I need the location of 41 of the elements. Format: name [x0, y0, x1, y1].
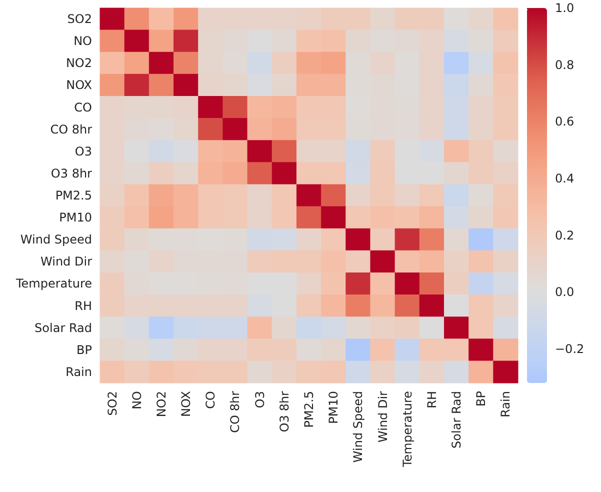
y-tick-label: BP — [76, 342, 92, 357]
x-tick-label: Wind Dir — [376, 390, 390, 442]
y-tick-label: NO2 — [66, 56, 92, 70]
x-tick-label: RH — [424, 391, 439, 408]
x-tick-label: Temperature — [400, 391, 414, 468]
color-bar-label: 0.8 — [555, 58, 574, 72]
color-bar-label: −0.2 — [555, 342, 584, 356]
x-tick-label: Rain — [498, 391, 513, 418]
x-tick-label: O3 — [252, 391, 267, 408]
y-tick-label: O3 — [74, 144, 92, 158]
x-tick-label: CO 8hr — [228, 390, 242, 433]
y-tick-label: PM2.5 — [55, 188, 92, 202]
y-tick-label: Wind Speed — [20, 232, 92, 247]
y-tick-label: O3 8hr — [50, 166, 92, 180]
y-tick-label: PM10 — [59, 210, 92, 225]
y-tick-label: NO — [74, 34, 92, 48]
y-tick-label: Temperature — [14, 276, 92, 291]
x-tick-label: PM10 — [326, 391, 341, 424]
x-tick-label: NOX — [179, 391, 194, 417]
x-tick-label: Solar Rad — [450, 391, 464, 448]
x-tick-label: CO — [204, 391, 218, 409]
y-tick-label: CO — [74, 100, 92, 114]
x-tick-label: SO2 — [105, 391, 120, 416]
x-tick-label: O3 8hr — [277, 390, 292, 432]
y-tick-label: Rain — [66, 364, 92, 379]
y-tick-label: CO 8hr — [50, 122, 92, 136]
color-bar-label: 1.0 — [555, 1, 574, 15]
x-tick-label: NO2 — [154, 391, 168, 418]
color-bar-label: 0.2 — [555, 228, 574, 242]
y-tick-label: NOX — [66, 78, 92, 92]
color-bar-label: 0.6 — [555, 114, 574, 129]
x-tick-label: Wind Speed — [351, 391, 366, 463]
y-tick-label: SO2 — [67, 12, 92, 26]
x-tick-label: NO — [130, 391, 144, 410]
color-bar-label: 0.0 — [555, 285, 574, 300]
y-tick-label: RH — [74, 298, 92, 313]
y-tick-label: Solar Rad — [34, 320, 92, 335]
x-tick-label: PM2.5 — [302, 391, 316, 428]
y-tick-label: Wind Dir — [40, 254, 92, 269]
color-bar-label: 0.4 — [555, 171, 574, 186]
x-tick-label: BP — [474, 391, 488, 406]
